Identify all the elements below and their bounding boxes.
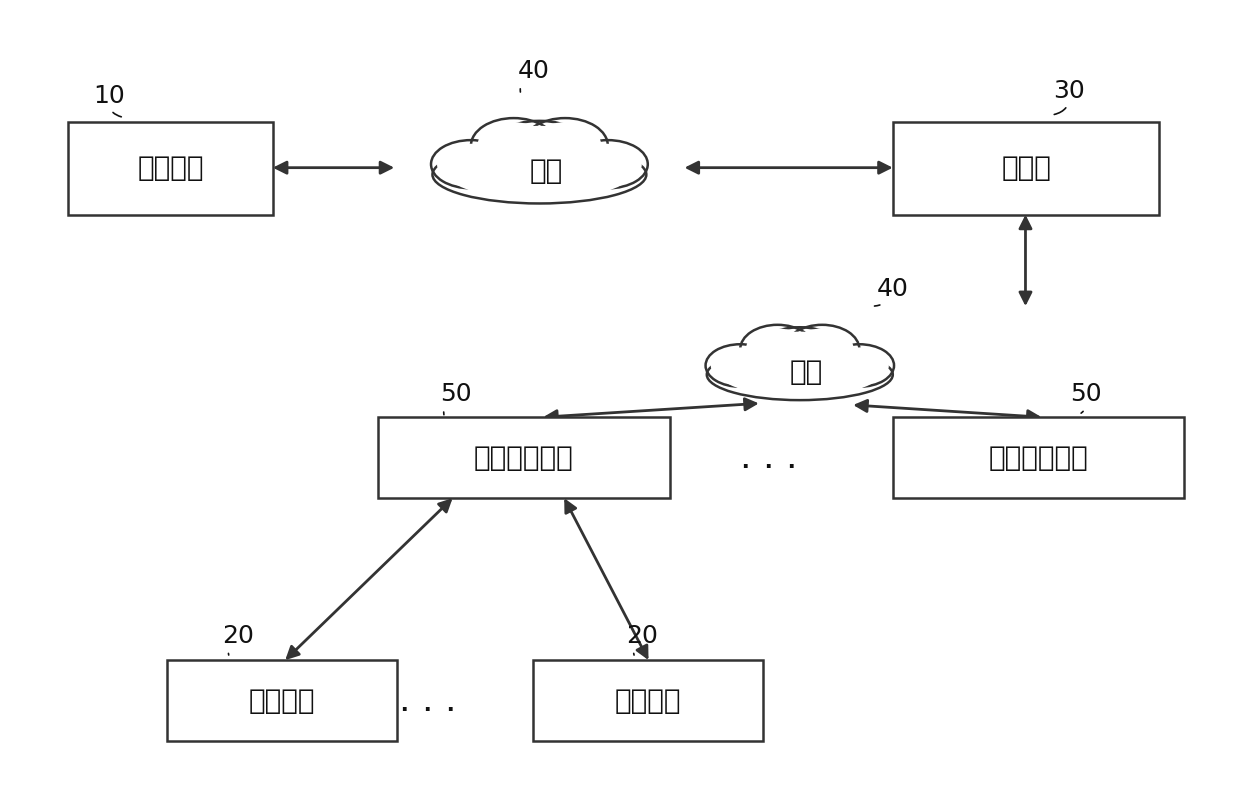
Text: 音视频处理器: 音视频处理器 <box>474 444 574 471</box>
FancyBboxPatch shape <box>533 660 763 741</box>
Ellipse shape <box>706 344 775 386</box>
Text: 50: 50 <box>440 382 472 415</box>
Ellipse shape <box>746 329 808 369</box>
Text: 50: 50 <box>1070 382 1102 413</box>
Ellipse shape <box>471 118 557 173</box>
Text: 网络: 网络 <box>529 157 563 185</box>
Text: 30: 30 <box>1053 79 1085 114</box>
FancyBboxPatch shape <box>68 122 273 215</box>
Ellipse shape <box>494 126 585 182</box>
Ellipse shape <box>720 353 879 396</box>
FancyBboxPatch shape <box>378 417 670 498</box>
Text: 20: 20 <box>222 624 254 655</box>
Text: 音视频处理器: 音视频处理器 <box>988 444 1089 471</box>
Ellipse shape <box>449 150 630 199</box>
Ellipse shape <box>568 140 647 188</box>
Text: 网络: 网络 <box>790 357 822 386</box>
Ellipse shape <box>574 143 642 185</box>
Text: 20: 20 <box>626 624 658 655</box>
FancyBboxPatch shape <box>167 660 397 741</box>
Text: . . .: . . . <box>740 441 797 475</box>
Ellipse shape <box>433 146 646 203</box>
Ellipse shape <box>436 143 505 185</box>
Text: 云台设备: 云台设备 <box>249 687 315 714</box>
Ellipse shape <box>791 329 853 369</box>
Ellipse shape <box>785 325 859 373</box>
Ellipse shape <box>485 121 594 187</box>
Ellipse shape <box>830 347 889 384</box>
Text: 10: 10 <box>93 83 125 117</box>
Ellipse shape <box>707 349 893 400</box>
Ellipse shape <box>432 140 511 188</box>
Ellipse shape <box>825 344 894 386</box>
Ellipse shape <box>522 118 608 173</box>
Text: 40: 40 <box>874 277 909 306</box>
Text: 电子设备: 电子设备 <box>138 154 203 182</box>
Ellipse shape <box>528 122 601 169</box>
Text: 40: 40 <box>517 59 549 92</box>
Text: 云台设备: 云台设备 <box>615 687 681 714</box>
Text: 服务器: 服务器 <box>1001 154 1052 182</box>
Ellipse shape <box>740 325 815 373</box>
Ellipse shape <box>477 122 551 169</box>
Ellipse shape <box>711 347 770 384</box>
Ellipse shape <box>760 331 839 382</box>
Text: . . .: . . . <box>399 684 456 718</box>
Ellipse shape <box>753 327 847 386</box>
FancyBboxPatch shape <box>893 122 1159 215</box>
FancyBboxPatch shape <box>893 417 1184 498</box>
